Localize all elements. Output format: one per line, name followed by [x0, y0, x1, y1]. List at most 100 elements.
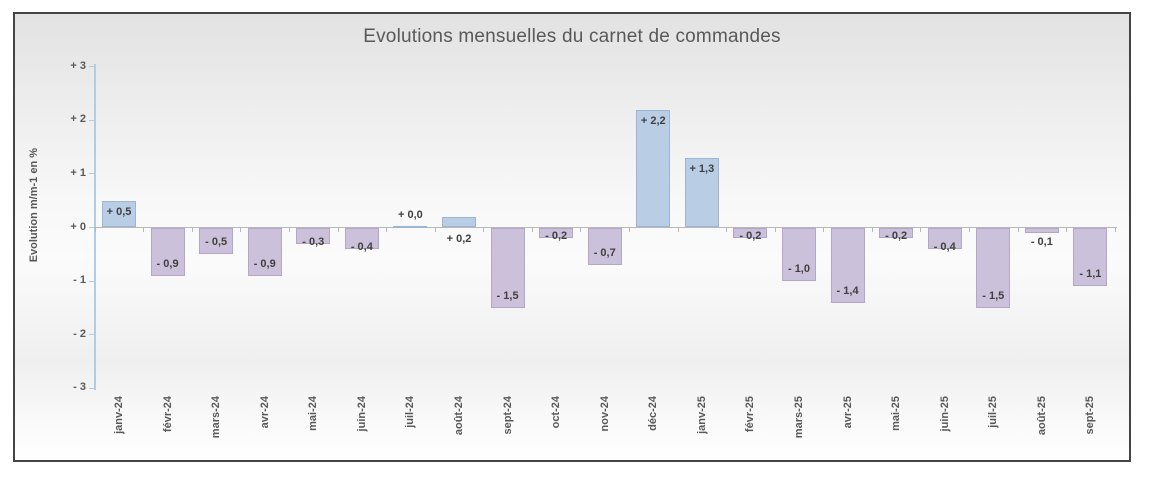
bar-value-label: + 0,5	[106, 205, 132, 218]
bar-value-label: - 1,0	[787, 263, 810, 276]
bar-value-label: + 2,2	[640, 114, 666, 127]
x-tick-label: juil-24	[404, 396, 417, 428]
bar-value-label: + 1,3	[689, 162, 715, 175]
x-tick-label: août-24	[452, 396, 465, 436]
bar-janv-25	[684, 157, 719, 228]
bar-juin-24	[344, 227, 379, 249]
x-tick-label: févr-25	[744, 396, 757, 433]
bar-mars-25	[781, 227, 816, 282]
bar-août-25	[1024, 227, 1059, 233]
x-tick-label: sept-24	[501, 396, 514, 435]
y-axis-tick	[89, 173, 94, 175]
category-tick	[434, 227, 436, 232]
x-tick-label: sept-25	[1084, 396, 1097, 435]
category-tick	[628, 227, 630, 232]
x-tick-label: juin-24	[355, 396, 368, 432]
bar-value-label: - 0,5	[205, 236, 228, 249]
x-tick-label: mars-24	[210, 396, 223, 439]
bar-value-label: + 0,2	[446, 232, 472, 245]
y-axis-tick	[89, 66, 94, 68]
y-tick-label: - 2	[73, 327, 86, 340]
bar-sept-25	[1073, 227, 1108, 287]
bar-juil-25	[976, 227, 1011, 308]
x-tick-label: juin-25	[938, 396, 951, 432]
category-tick	[726, 227, 728, 232]
bar-janv-24	[102, 200, 136, 228]
bar-mars-24	[199, 227, 234, 255]
category-tick	[240, 227, 242, 232]
category-tick	[580, 227, 582, 232]
bar-déc-24	[636, 109, 671, 228]
x-tick-label: janv-25	[695, 396, 708, 434]
bar-value-label: - 0,1	[1030, 235, 1053, 248]
category-tick	[1114, 227, 1116, 232]
bar-value-label: + 0,0	[398, 208, 423, 221]
x-tick-label: avr-24	[258, 396, 271, 429]
bar-value-label: - 1,4	[836, 284, 859, 297]
category-tick	[288, 227, 290, 232]
category-tick	[483, 227, 485, 232]
x-tick-label: nov-24	[598, 396, 611, 432]
bar-oct-24	[539, 227, 574, 239]
bar-value-label: - 0,3	[302, 235, 325, 248]
category-tick	[1066, 227, 1068, 232]
y-tick-label: + 2	[70, 113, 86, 126]
bar-avr-25	[830, 227, 865, 303]
bar-juil-24	[393, 225, 428, 228]
x-tick-label: mai-24	[307, 396, 320, 431]
category-tick	[968, 227, 970, 232]
bar-value-label: - 0,7	[593, 247, 616, 260]
bar-avr-24	[247, 227, 282, 276]
category-tick	[774, 227, 776, 232]
bar-value-label: - 1,5	[496, 289, 519, 302]
x-tick-label: déc-24	[647, 396, 660, 431]
bar-value-label: - 0,2	[739, 230, 762, 243]
x-tick-label: févr-24	[161, 396, 174, 433]
y-axis-tick	[89, 280, 94, 282]
x-tick-label: mars-25	[792, 396, 805, 439]
chart-title: Evolutions mensuelles du carnet de comma…	[363, 26, 781, 47]
bar-value-label: - 0,9	[156, 257, 179, 270]
bar-value-label: - 1,1	[1079, 268, 1102, 281]
bar-value-label: - 0,2	[545, 230, 568, 243]
category-tick	[823, 227, 825, 232]
y-tick-label: - 3	[73, 381, 86, 394]
bar-value-label: - 0,9	[253, 257, 276, 270]
x-tick-label: juil-25	[987, 396, 1000, 428]
y-tick-label: - 1	[73, 274, 86, 287]
bar-mai-25	[879, 227, 914, 239]
y-tick-label: + 0	[70, 220, 86, 233]
y-axis-tick	[89, 119, 94, 121]
category-tick	[143, 227, 145, 232]
bar-value-label: - 0,4	[933, 240, 956, 253]
y-tick-label: + 3	[70, 59, 86, 72]
x-tick-label: août-25	[1035, 396, 1048, 436]
bar-févr-25	[733, 227, 768, 239]
y-axis-tick	[89, 227, 94, 228]
y-axis-tick	[89, 334, 94, 336]
category-tick	[531, 227, 533, 232]
category-tick	[191, 227, 193, 232]
x-tick-label: janv-24	[113, 396, 125, 434]
category-tick	[1017, 227, 1019, 232]
y-tick-label: + 1	[70, 166, 86, 179]
bar-juin-25	[927, 227, 962, 249]
y-axis-tick	[89, 387, 94, 389]
x-tick-label: mai-25	[890, 396, 903, 431]
category-tick	[920, 227, 922, 232]
category-tick	[386, 227, 388, 232]
category-tick	[677, 227, 679, 232]
bar-value-label: - 0,2	[885, 230, 908, 243]
bar-value-label: - 0,4	[350, 240, 373, 253]
category-tick	[337, 227, 339, 232]
x-tick-label: avr-25	[841, 396, 854, 429]
bar-sept-24	[490, 227, 525, 308]
bar-févr-24	[150, 227, 185, 276]
category-tick	[871, 227, 873, 232]
y-axis-title: Evolution m/m-1 en %	[28, 148, 40, 263]
bar-août-24	[441, 216, 476, 228]
category-tick	[94, 227, 96, 232]
bar-value-label: - 1,5	[982, 289, 1005, 302]
bar-mai-24	[296, 227, 331, 244]
